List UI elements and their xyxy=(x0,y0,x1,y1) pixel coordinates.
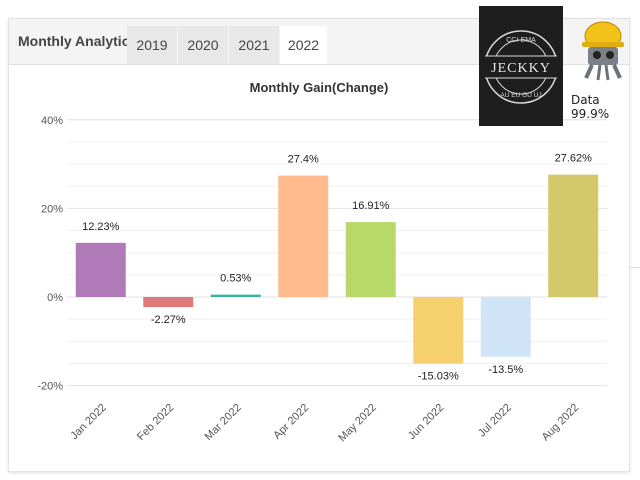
robot-hardhat-mascot-icon xyxy=(570,14,636,84)
tab-2021[interactable]: 2021 xyxy=(229,26,279,64)
data-label: 12.23% xyxy=(82,221,120,233)
data-label: 16.91% xyxy=(352,200,390,212)
data-label: -2.27% xyxy=(151,314,186,326)
x-tick-label: May 2022 xyxy=(336,402,379,445)
y-tick-label: -20% xyxy=(37,381,63,393)
bar-may[interactable] xyxy=(345,222,396,297)
jeckky-logo: JECKKY CCI-EMA AU EU GU UJ xyxy=(479,6,563,126)
data-caption: Data 99.9% xyxy=(571,93,610,121)
data-label: 27.62% xyxy=(555,153,593,165)
x-tick-label: Jul 2022 xyxy=(476,402,514,440)
x-tick-label: Feb 2022 xyxy=(135,402,176,443)
bar-apr[interactable] xyxy=(278,175,329,297)
tab-2022[interactable]: 2022 xyxy=(280,26,327,64)
monthly-gain-chart: 40% 20% 0% -20% 12.23% Jan 2022 -2.27% Feb 2022… xyxy=(37,80,607,445)
y-tick-label: 20% xyxy=(41,203,63,215)
x-tick-label: Jun 2022 xyxy=(406,402,446,442)
logo-emblem-icon: JECKKY CCI-EMA AU EU GU UJ xyxy=(481,30,561,104)
x-tick-label: Mar 2022 xyxy=(203,402,244,443)
divider xyxy=(630,267,640,268)
logo-ring-bottom-text: AU EU GU UJ xyxy=(500,92,541,99)
panel-title: Monthly Analytics xyxy=(18,33,138,49)
x-tick-label: Apr 2022 xyxy=(271,402,311,442)
logo-text: JECKKY xyxy=(491,61,551,76)
bar-jun[interactable] xyxy=(413,297,464,364)
bar-jul[interactable] xyxy=(480,297,531,357)
y-tick-label: 40% xyxy=(41,115,63,127)
bar-jan[interactable] xyxy=(75,242,126,297)
data-label: -13.5% xyxy=(488,364,523,376)
chart-title: Monthly Gain(Change) xyxy=(250,80,389,95)
logo-ring-top-text: CCI-EMA xyxy=(506,37,536,44)
data-label: 27.4% xyxy=(288,154,319,166)
data-label: 0.53% xyxy=(220,273,251,285)
x-tick-label: Jan 2022 xyxy=(68,402,108,442)
tab-2019[interactable]: 2019 xyxy=(127,26,177,64)
chart-area: 40% 20% 0% -20% 12.23% Jan 2022 -2.27% Feb 2022… xyxy=(9,19,629,471)
tab-2020[interactable]: 2020 xyxy=(178,26,228,64)
bar-feb[interactable] xyxy=(143,297,194,308)
data-label: -15.03% xyxy=(418,371,459,383)
y-tick-label: 0% xyxy=(47,292,63,304)
bar-aug[interactable] xyxy=(548,174,599,297)
bar-mar[interactable] xyxy=(210,294,261,297)
x-tick-label: Aug 2022 xyxy=(540,402,582,444)
